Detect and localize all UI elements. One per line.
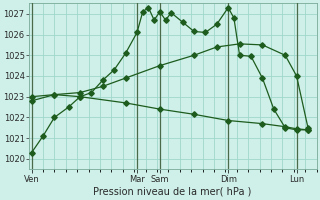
X-axis label: Pression niveau de la mer( hPa ): Pression niveau de la mer( hPa ) xyxy=(93,187,252,197)
